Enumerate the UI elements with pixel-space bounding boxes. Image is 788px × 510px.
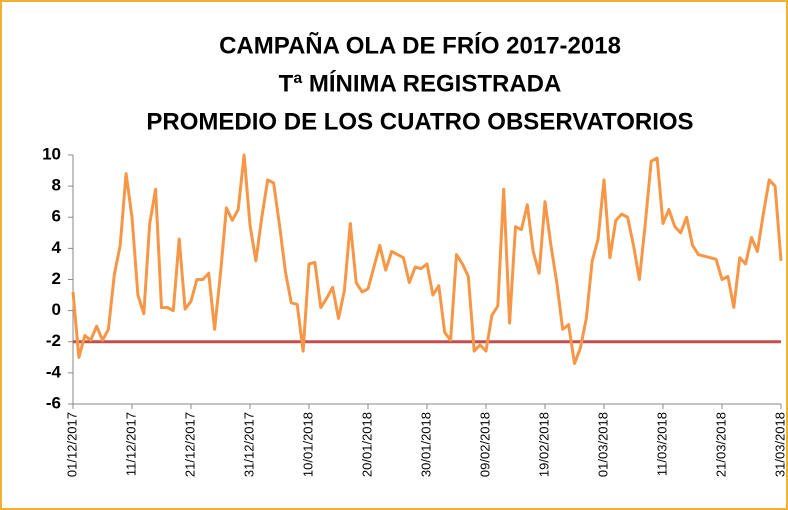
y-tick-label: 4 bbox=[52, 238, 62, 257]
x-tick-label: 30/01/2018 bbox=[418, 412, 433, 477]
x-tick-label: 11/12/2017 bbox=[123, 412, 138, 476]
chart-title: PROMEDIO DE LOS CUATRO OBSERVATORIOS bbox=[146, 108, 693, 135]
x-tick-label: 20/01/2018 bbox=[359, 412, 374, 477]
y-tick-label: 6 bbox=[52, 207, 61, 226]
y-tick-label: 2 bbox=[52, 269, 61, 288]
y-tick-label: -4 bbox=[46, 362, 62, 381]
chart-title: CAMPAÑA OLA DE FRÍO 2017-2018 bbox=[219, 31, 621, 59]
x-tick-label: 09/02/2018 bbox=[477, 412, 492, 477]
y-tick-label: 10 bbox=[42, 144, 61, 163]
y-tick-label: 8 bbox=[52, 176, 61, 195]
chart-title: Tª MÍNIMA REGISTRADA bbox=[279, 69, 562, 97]
x-tick-label: 11/03/2018 bbox=[654, 412, 669, 476]
x-tick-label: 19/02/2018 bbox=[536, 412, 551, 477]
x-tick-label: 10/01/2018 bbox=[300, 412, 315, 477]
x-tick-label: 21/03/2018 bbox=[713, 412, 728, 477]
y-tick-label: 0 bbox=[52, 300, 61, 319]
x-tick-label: 21/12/2017 bbox=[182, 412, 197, 477]
data-line bbox=[71, 153, 783, 366]
y-tick-label: -6 bbox=[46, 393, 61, 412]
x-tick-label: 31/03/2018 bbox=[772, 412, 787, 477]
x-tick-label: 31/12/2017 bbox=[241, 412, 256, 477]
x-tick-label: 01/03/2018 bbox=[595, 412, 610, 477]
y-tick-label: -2 bbox=[46, 331, 61, 350]
x-tick-label: 01/12/2017 bbox=[64, 412, 79, 477]
